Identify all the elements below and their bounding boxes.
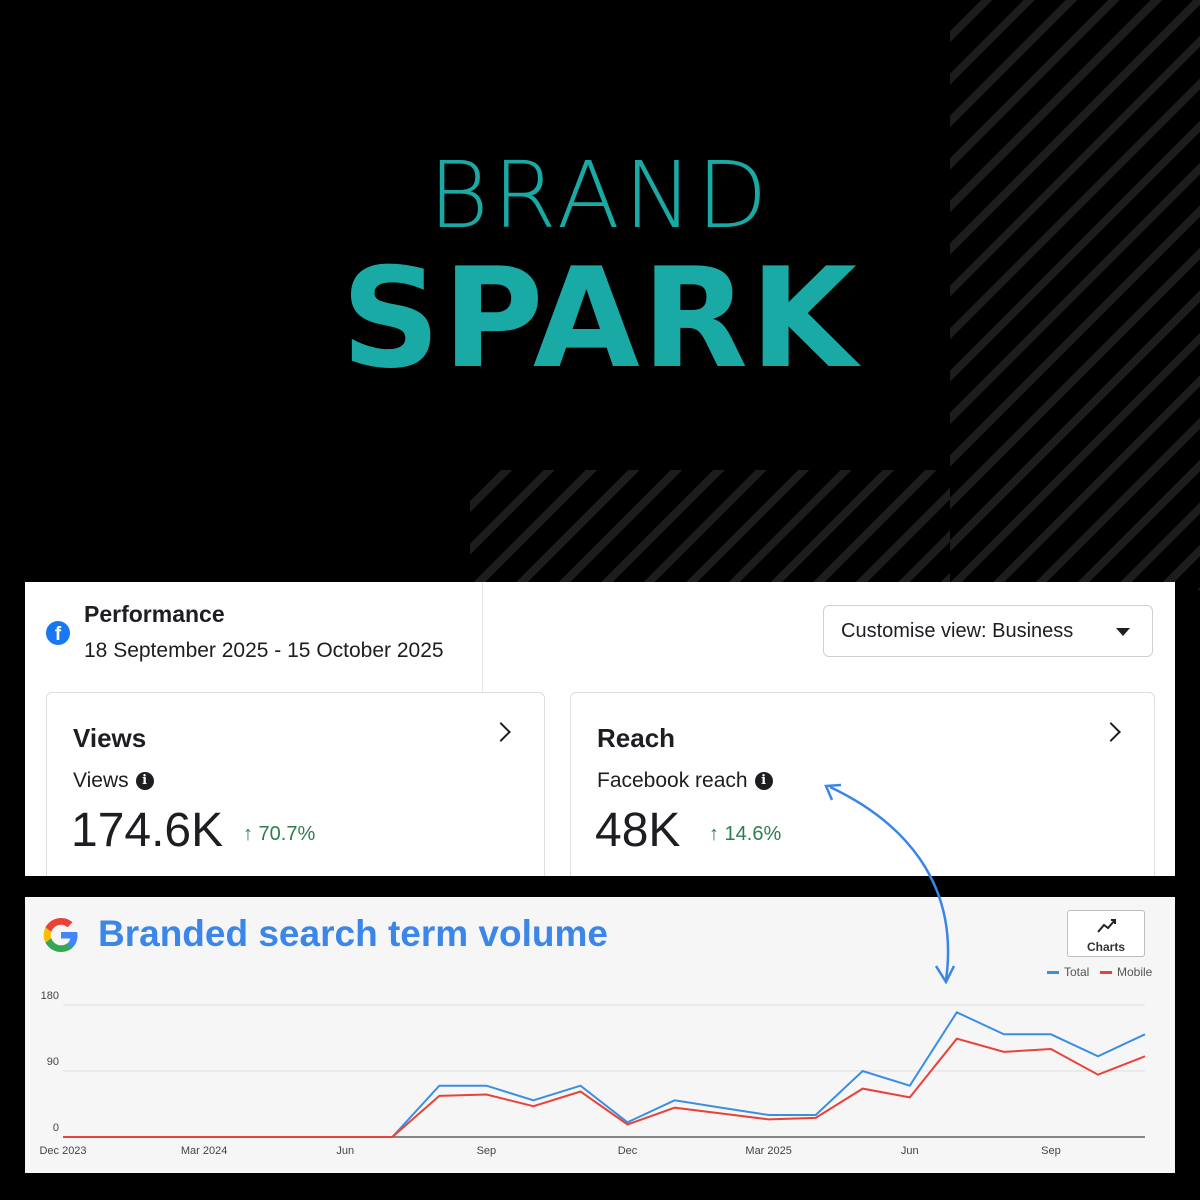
google-trends-panel: Branded search term volume Charts Total … bbox=[25, 897, 1175, 1173]
reach-metric-row: Facebook reach i bbox=[597, 769, 773, 793]
views-card-title: Views bbox=[73, 723, 147, 753]
x-tick-label: Sep bbox=[477, 1145, 497, 1157]
views-card[interactable]: Views Views i 174.6K ↑ 70.7% bbox=[46, 692, 545, 876]
y-tick-label: 180 bbox=[41, 990, 59, 1002]
x-tick-label: Jun bbox=[336, 1145, 354, 1157]
divider bbox=[482, 582, 483, 692]
views-metric-label: Views bbox=[73, 769, 129, 792]
brand-title-line1: BRAND bbox=[428, 142, 772, 249]
reach-card-title: Reach bbox=[597, 723, 676, 753]
legend-total-label: Total bbox=[1064, 965, 1090, 979]
google-panel-title: Branded search term volume bbox=[98, 913, 608, 954]
y-tick-label: 0 bbox=[53, 1122, 59, 1134]
date-range: 18 September 2025 - 15 October 2025 bbox=[84, 639, 444, 662]
decorative-stripes-lower bbox=[470, 470, 950, 590]
customise-view-dropdown[interactable]: Customise view: Business bbox=[823, 605, 1153, 657]
caret-down-icon bbox=[1116, 628, 1130, 636]
trend-line-icon bbox=[1097, 919, 1116, 933]
x-tick-label: Dec 2023 bbox=[39, 1145, 86, 1157]
views-change: ↑ 70.7% bbox=[243, 823, 316, 845]
views-value: 174.6K bbox=[71, 804, 224, 857]
trend-chart: 0 90 180 Dec 2023 Mar 2024 Jun Sep Dec Mar 2025 J… bbox=[39, 990, 1146, 1157]
x-tick-label: Dec bbox=[618, 1145, 638, 1157]
series-line-total bbox=[63, 1011, 1146, 1138]
legend-mobile-label: Mobile bbox=[1117, 965, 1153, 979]
brand-title-line2: SPARK bbox=[341, 238, 859, 399]
chevron-right-icon[interactable] bbox=[491, 722, 511, 742]
legend-mobile-swatch bbox=[1100, 970, 1112, 974]
x-tick-label: Sep bbox=[1041, 1145, 1061, 1157]
charts-button-label: Charts bbox=[1086, 940, 1125, 954]
facebook-icon: f bbox=[46, 621, 70, 645]
charts-button[interactable]: Charts bbox=[1067, 910, 1145, 957]
facebook-performance-panel: f Performance 18 September 2025 - 15 Oct… bbox=[25, 582, 1175, 876]
legend-total-swatch bbox=[1047, 970, 1059, 974]
x-tick-label: Mar 2024 bbox=[181, 1145, 227, 1157]
decorative-stripes bbox=[950, 0, 1200, 590]
info-icon[interactable]: i bbox=[754, 772, 773, 790]
google-icon bbox=[43, 918, 78, 952]
reach-value: 48K bbox=[595, 804, 681, 857]
reach-metric-label: Facebook reach bbox=[597, 769, 748, 792]
customise-view-label: Customise view: Business bbox=[841, 620, 1074, 642]
x-tick-label: Mar 2025 bbox=[745, 1145, 791, 1157]
views-metric-row: Views i bbox=[73, 769, 154, 793]
reach-card[interactable]: Reach Facebook reach i 48K ↑ 14.6% bbox=[570, 692, 1155, 876]
info-icon[interactable]: i bbox=[135, 772, 154, 790]
chevron-right-icon[interactable] bbox=[1101, 722, 1121, 742]
reach-change: ↑ 14.6% bbox=[709, 823, 782, 845]
legend-total[interactable]: Total bbox=[1047, 965, 1089, 979]
series-line-mobile bbox=[63, 1037, 1146, 1138]
performance-title: Performance bbox=[84, 601, 225, 627]
y-tick-label: 90 bbox=[47, 1056, 59, 1068]
x-tick-label: Jun bbox=[901, 1145, 919, 1157]
legend-mobile[interactable]: Mobile bbox=[1100, 965, 1152, 979]
